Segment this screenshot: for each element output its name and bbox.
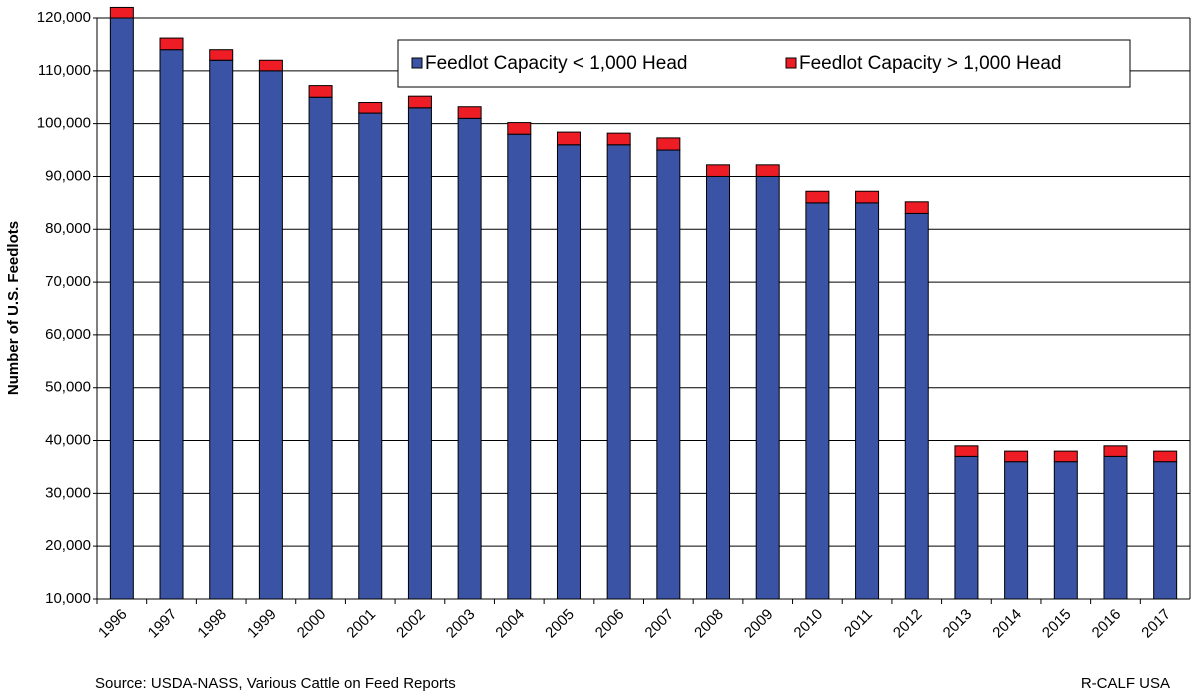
legend-label: Feedlot Capacity < 1,000 Head: [425, 53, 687, 74]
x-tick-label: 1996: [95, 606, 131, 642]
bar-segment: [755, 175, 780, 600]
bar-segment: [457, 106, 482, 119]
bar-segment: [954, 455, 979, 600]
y-tick-label: 20,000: [45, 537, 91, 554]
x-tick-label: 2003: [443, 606, 479, 642]
x-tick-label: 1998: [194, 606, 230, 642]
bar-segment: [1153, 450, 1178, 463]
bar-segment: [258, 70, 283, 600]
x-tick-label: 2006: [592, 606, 628, 642]
bar-segment: [706, 164, 731, 177]
bar-segment: [1103, 455, 1128, 600]
y-tick-label: 110,000: [38, 62, 91, 79]
x-tick-label: 1997: [145, 606, 181, 642]
y-tick-label: 100,000: [37, 115, 91, 132]
bar-segment: [109, 6, 134, 19]
y-tick-label: 60,000: [45, 326, 91, 343]
x-tick-label: 2001: [343, 606, 379, 642]
source-note: Source: USDA-NASS, Various Cattle on Fee…: [95, 675, 456, 692]
legend-label: Feedlot Capacity > 1,000 Head: [799, 53, 1061, 74]
bar-segment: [258, 59, 283, 72]
bar-segment: [606, 132, 631, 146]
bar-segment: [855, 202, 880, 600]
y-tick-label: 90,000: [45, 167, 91, 184]
y-axis-label: Number of U.S. Feedlots: [5, 221, 22, 395]
legend-swatch: [785, 57, 797, 69]
bar-segment: [656, 149, 681, 600]
bar-segment: [755, 164, 780, 177]
bar-segment: [308, 85, 333, 98]
x-tick-label: 2000: [294, 606, 330, 642]
bar-segment: [109, 17, 134, 600]
bar-segment: [457, 117, 482, 600]
y-tick-label: 50,000: [45, 379, 91, 396]
x-tick-label: 2016: [1089, 606, 1125, 642]
y-tick-label: 80,000: [45, 220, 91, 237]
x-tick-label: 2007: [642, 606, 678, 642]
bar-segment: [358, 102, 383, 114]
legend-box: [397, 39, 1131, 88]
bar-segment: [358, 112, 383, 600]
x-tick-label: 2008: [691, 606, 727, 642]
bar-segment: [407, 95, 432, 109]
x-tick-label: 2011: [841, 606, 876, 641]
bar-segment: [954, 445, 979, 457]
x-tick-label: 2010: [791, 606, 827, 642]
bar-segment: [904, 212, 929, 600]
x-tick-label: 1999: [244, 606, 280, 642]
x-tick-label: 2015: [1039, 606, 1075, 642]
bar-segment: [904, 201, 929, 214]
x-tick-label: 2009: [741, 606, 777, 642]
bar-segment: [1004, 450, 1029, 463]
bar-segment: [159, 49, 184, 600]
bar-segment: [209, 49, 234, 61]
bar-segment: [805, 202, 830, 600]
x-tick-label: 2005: [542, 606, 578, 642]
credit: R-CALF USA: [1081, 675, 1170, 692]
bar-segment: [407, 107, 432, 600]
bar-segment: [855, 190, 880, 204]
x-tick-label: 2012: [890, 606, 926, 642]
y-tick-label: 40,000: [45, 432, 91, 449]
bar-segment: [308, 96, 333, 600]
bar-segment: [1004, 461, 1029, 600]
bar-segment: [706, 175, 731, 600]
bar-segment: [507, 122, 532, 135]
bar-segment: [209, 59, 234, 600]
bar-segment: [1053, 450, 1078, 463]
x-tick-label: 2002: [393, 606, 429, 642]
y-tick-label: 30,000: [45, 484, 91, 501]
bar-segment: [1053, 461, 1078, 600]
legend-swatch: [411, 57, 423, 69]
y-tick-label: 10,000: [45, 590, 91, 607]
bar-segment: [556, 131, 581, 146]
x-tick-label: 2004: [493, 606, 529, 642]
bar-segment: [159, 37, 184, 51]
x-tick-label: 2013: [940, 606, 976, 642]
x-tick-label: 2017: [1138, 606, 1174, 642]
bar-segment: [556, 144, 581, 600]
bar-segment: [606, 144, 631, 600]
bar-segment: [805, 190, 830, 204]
x-tick-label: 2014: [989, 606, 1025, 642]
bar-segment: [507, 133, 532, 600]
y-tick-label: 120,000: [37, 9, 91, 26]
bar-segment: [1153, 461, 1178, 600]
bar-segment: [1103, 445, 1128, 457]
y-tick-label: 70,000: [45, 273, 91, 290]
bar-segment: [656, 137, 681, 151]
